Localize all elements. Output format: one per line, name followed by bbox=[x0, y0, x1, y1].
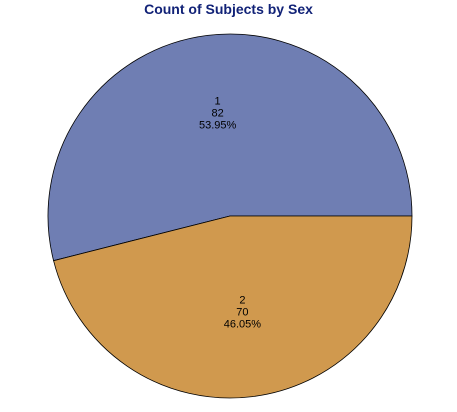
pie-slice-2 bbox=[53, 215, 413, 399]
pie-slice-1-percent-label: 53.95% bbox=[199, 120, 237, 132]
pie-slice-1-label-label: 1 bbox=[215, 96, 221, 108]
chart-title: Count of Subjects by Sex bbox=[144, 1, 313, 17]
pie-slice-2-label-label: 2 bbox=[239, 294, 245, 306]
pie-slice-1-value-label: 82 bbox=[211, 108, 223, 120]
pie-slice-2-value-label: 70 bbox=[236, 306, 248, 318]
pie-slices bbox=[47, 33, 413, 399]
pie-slice-1 bbox=[47, 33, 413, 262]
pie-slice-2-percent-label: 46.05% bbox=[224, 318, 262, 330]
